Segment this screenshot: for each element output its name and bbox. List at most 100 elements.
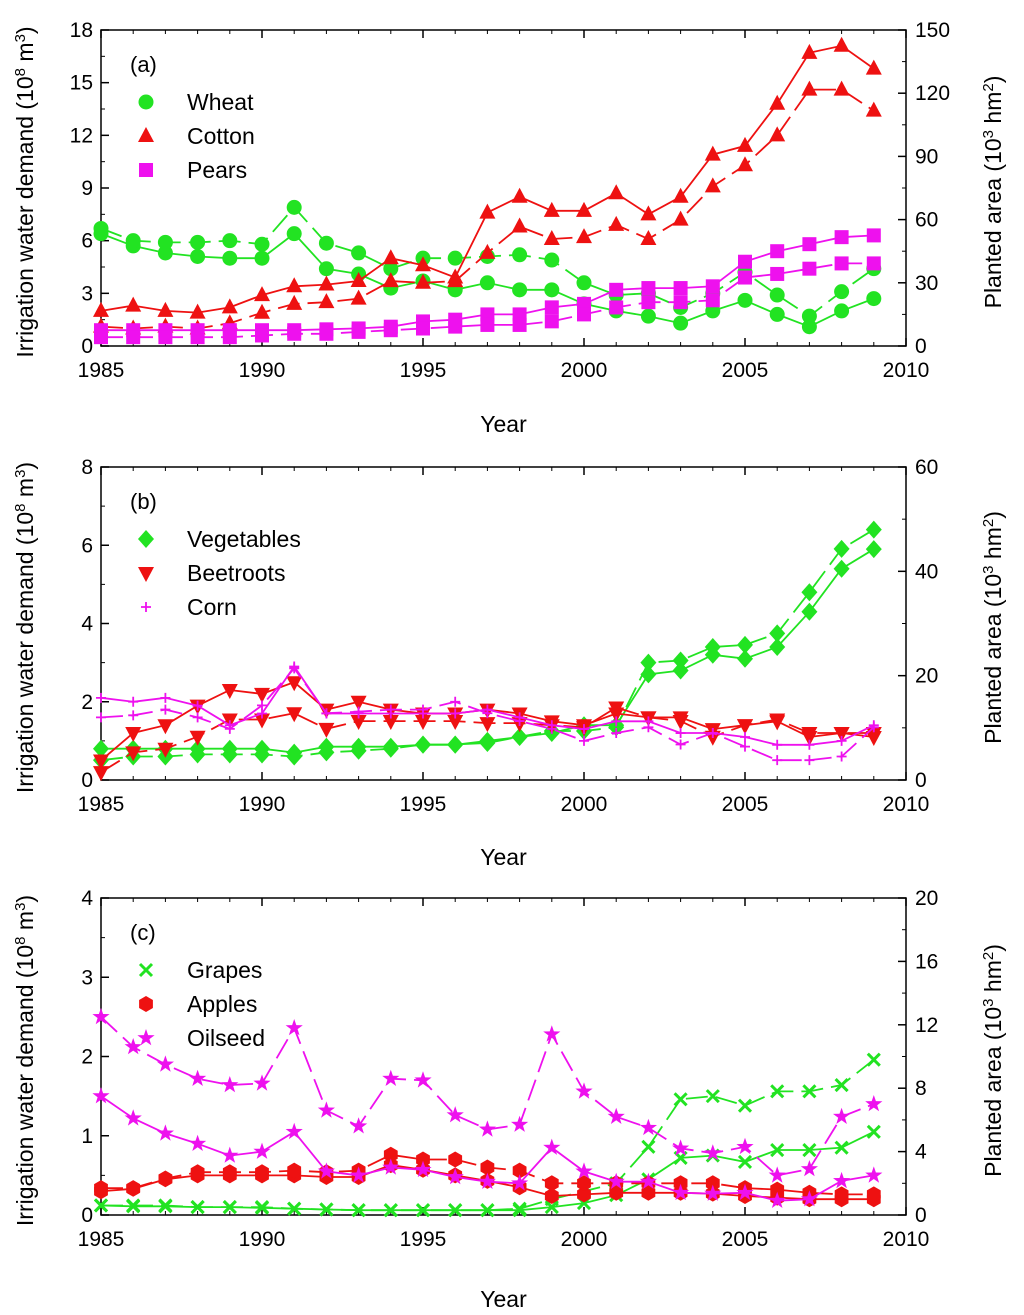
y-left-axis-title-part: 8 [12,503,29,511]
demand-point [479,203,496,219]
y-right-tick-label: 60 [915,456,938,479]
area-point [865,520,882,539]
area-point [383,261,399,277]
demand-point [705,279,720,294]
area-point [675,739,686,750]
area-point [478,1120,496,1137]
area-point [287,1162,302,1179]
demand-point [607,1172,625,1189]
demand-point [673,281,688,296]
area-point [190,1200,205,1215]
y-right-axis-title-part: ) [980,511,1006,519]
demand-point [865,1166,883,1183]
area-point [190,330,205,345]
demand-point [221,298,238,314]
area-point [673,1175,688,1192]
demand-point [704,145,721,161]
y-left-tick-label: 8 [81,456,93,479]
y-left-tick-label: 15 [70,72,93,95]
demand-point [866,291,882,307]
demand-point [544,300,559,315]
area-point [447,272,464,288]
demand-point [157,301,174,317]
y-left-tick-label: 4 [81,613,93,636]
y-right-tick-label: 150 [915,19,950,42]
area-point [128,710,139,721]
area-point [257,700,267,711]
demand-point [737,1154,753,1169]
demand-point [512,307,527,322]
demand-point [544,282,560,298]
y-left-tick-label: 6 [81,534,93,557]
demand-point [124,1109,142,1126]
demand-point [415,256,431,272]
area-point [350,289,367,305]
demand-point [672,187,689,203]
area-point [224,723,235,734]
area-point [641,295,656,310]
area-point [286,199,302,215]
series-corn [96,661,879,766]
demand-point [675,728,686,739]
legend-marker [139,163,153,177]
demand-point [511,1174,529,1191]
area-point [673,1092,688,1107]
x-tick-label: 2000 [561,793,608,816]
demand-point [189,1134,207,1151]
area-point [737,635,753,654]
y-right-axis-title: Planted area (103 hm2) [980,76,1007,309]
demand-point [450,708,461,719]
area-point [415,273,431,289]
y-right-axis-title: Planted area (103 hm2) [980,944,1007,1177]
demand-point [93,754,109,770]
y-right-axis-title-part: 2 [980,952,997,960]
area-point [836,751,847,762]
demand-point [801,319,817,335]
y-right-tick-label: 16 [915,950,938,973]
area-point [511,217,528,233]
area-point [157,234,173,250]
y-left-axis-title-part: 3 [12,470,29,478]
demand-point [836,735,847,746]
x-tick-label: 2005 [722,793,769,816]
legend-label-beetroots: Beetroots [187,560,285,586]
area-point [512,247,528,263]
y-left-axis-title-part: Irrigation water demand (10 [12,512,38,793]
area-point [512,1201,527,1216]
legend-marker [137,1029,155,1046]
area-point [611,728,622,739]
area-point [318,293,335,309]
demand-point [576,201,592,217]
x-tick-label: 2000 [561,1228,608,1251]
area-point [92,1007,110,1025]
y-left-axis-title-part: m [12,478,38,504]
area-point [447,250,463,266]
demand-point [350,1166,368,1183]
demand-point [254,687,270,703]
y-right-tick-label: 12 [915,1014,938,1037]
demand-point [672,661,689,680]
area-point [448,1151,463,1168]
area-point [189,745,206,764]
x-tick-label: 1995 [400,359,447,382]
area-point [286,707,303,723]
area-point [546,723,557,734]
y-left-tick-label: 6 [81,230,93,253]
legend-label-corn: Corn [187,594,237,620]
area-point [254,1200,270,1215]
area-point [738,270,752,285]
area-point [833,80,850,96]
legend-label-wheat: Wheat [187,89,254,115]
area-point [254,303,270,319]
area-point [447,735,464,754]
legend-label-cotton: Cotton [187,123,255,149]
y-left-tick-label: 1 [81,1125,93,1148]
panel-label: (b) [130,489,157,514]
demand-point [704,1184,722,1201]
area-point [737,1098,753,1113]
demand-point [156,1124,174,1141]
area-point [351,324,366,339]
y-right-tick-label: 20 [915,887,938,910]
area-point [866,1052,881,1067]
area-point [126,1180,141,1197]
